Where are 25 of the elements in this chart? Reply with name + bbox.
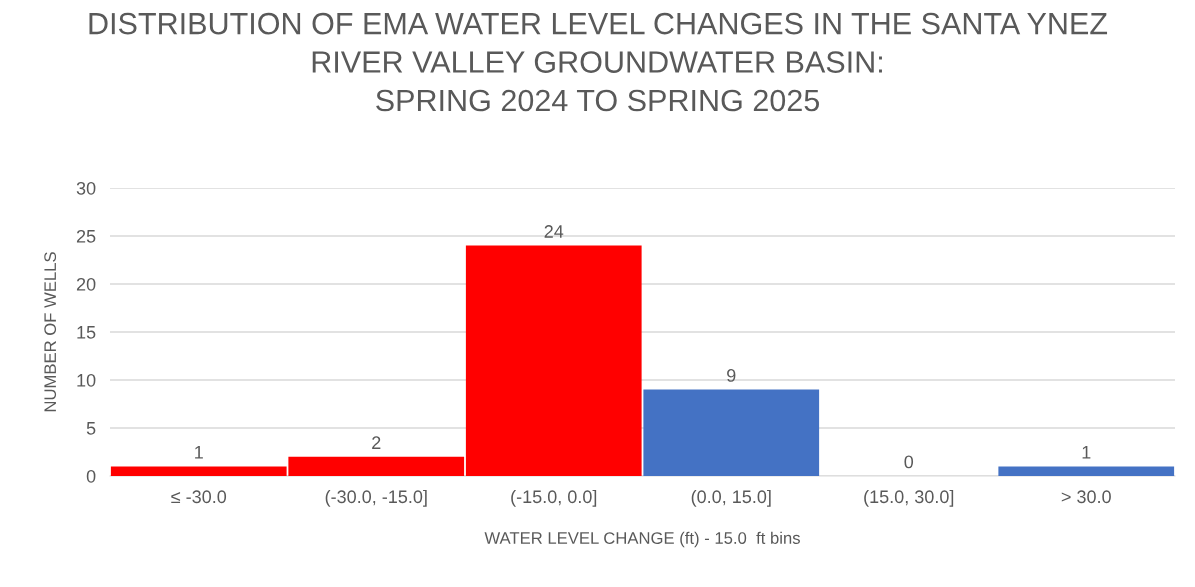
- chart-title: DISTRIBUTION OF EMA WATER LEVEL CHANGES IN THE SANTA YNEZ RIVER VALLEY GROUNDWATER BASIN: SPRING 2024 TO SPRING 2025: [89, 12, 1108, 112]
- bar: [465, 245, 642, 476]
- y-tick-label: 25: [76, 229, 96, 243]
- y-tick-label: 0: [86, 469, 96, 483]
- x-tick-label: (0.0, 15.0]: [691, 489, 771, 507]
- x-axis-title: WATER LEVEL CHANGE (ft) - 15.0 ft bins: [484, 531, 800, 548]
- y-tick-label: 15: [77, 326, 96, 339]
- x-tick-label: > 30.0: [1061, 490, 1111, 504]
- y-tick-label: 10: [77, 373, 96, 387]
- data-label: 1: [1082, 446, 1091, 459]
- bar: [643, 389, 820, 476]
- x-tick-label: (-30.0, -15.0]: [325, 489, 427, 507]
- y-tick-label: 5: [86, 422, 96, 435]
- y-axis-title: NUMBER OF WELLS: [44, 252, 57, 412]
- data-label: 1: [195, 446, 203, 459]
- bar: [998, 466, 1175, 476]
- x-tick-label: ≤ -30.0: [171, 490, 227, 504]
- x-tick-label: (15.0, 30.0]: [864, 489, 954, 507]
- y-tick-label: 30: [76, 181, 96, 195]
- data-label: 0: [904, 455, 914, 469]
- data-label: 2: [372, 436, 381, 449]
- data-label: 24: [544, 225, 564, 238]
- data-label: 9: [727, 369, 736, 382]
- x-tick-label: (-15.0, 0.0]: [511, 489, 597, 507]
- y-tick-label: 20: [76, 277, 96, 291]
